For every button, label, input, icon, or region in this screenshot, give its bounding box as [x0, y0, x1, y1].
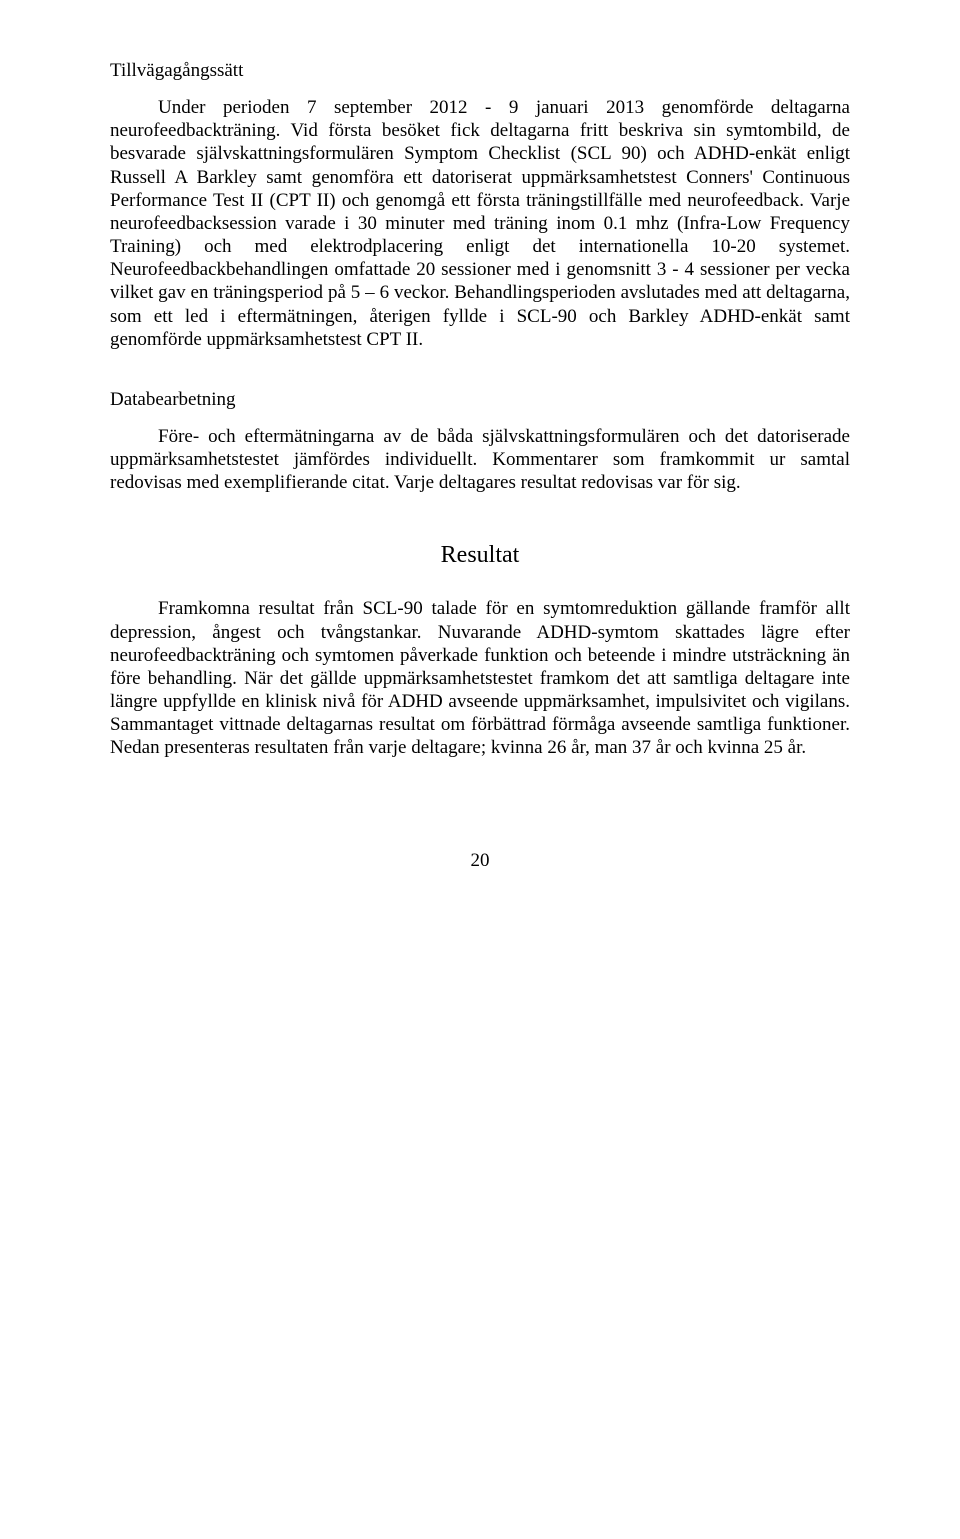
paragraph-results: Framkomna resultat från SCL-90 talade fö…: [110, 597, 850, 759]
paragraph-approach: Under perioden 7 september 2012 - 9 janu…: [110, 96, 850, 351]
paragraph-dataprocessing: Före- och eftermätningarna av de båda sj…: [110, 425, 850, 495]
section-heading-approach: Tillvägagångssätt: [110, 60, 850, 82]
section-heading-dataprocessing: Databearbetning: [110, 389, 850, 411]
result-heading: Resultat: [110, 542, 850, 569]
document-page: Tillvägagångssätt Under perioden 7 septe…: [0, 0, 960, 912]
spacer: [110, 351, 850, 389]
page-number: 20: [110, 850, 850, 872]
